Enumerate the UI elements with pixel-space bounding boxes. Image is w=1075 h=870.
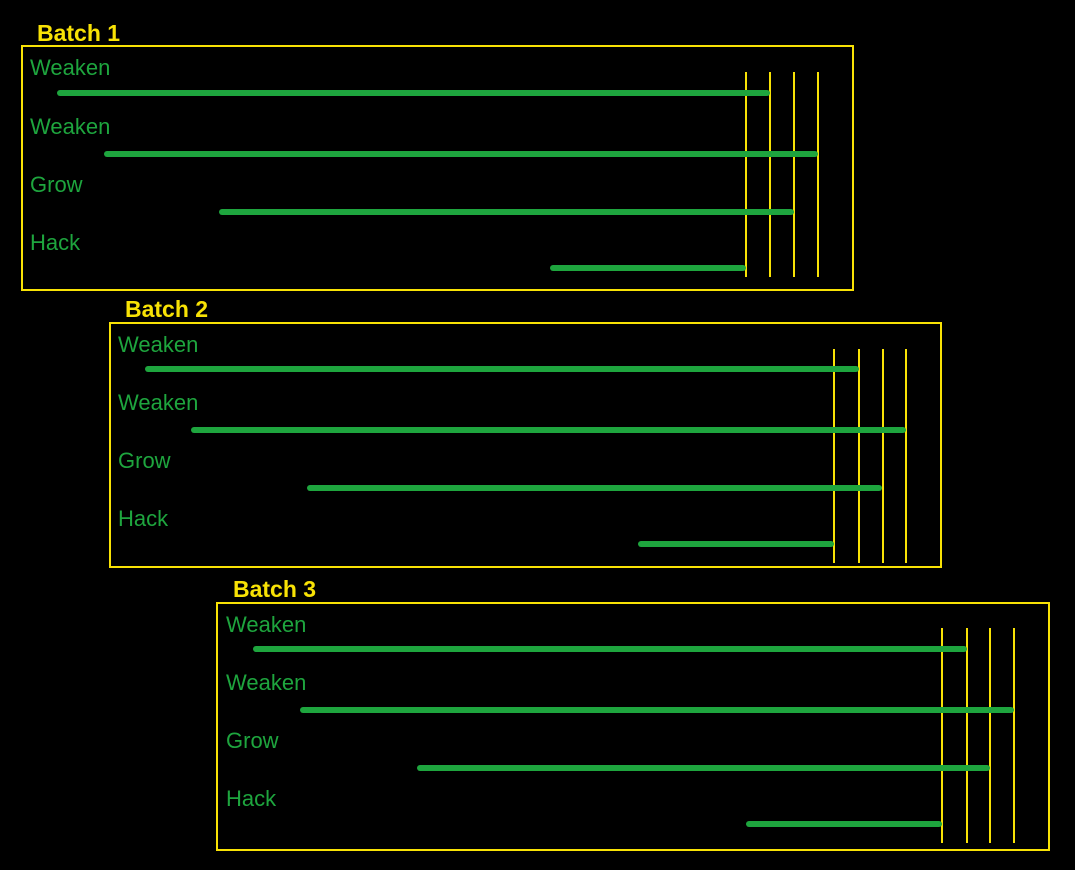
batch-1-row-3-label: Grow bbox=[30, 172, 83, 197]
batch-1-finish-line-1 bbox=[745, 72, 747, 277]
batch-2-row-4-label: Hack bbox=[118, 506, 169, 531]
batch-3-row-2-label: Weaken bbox=[226, 670, 307, 695]
batch-3-finish-line-2 bbox=[966, 628, 968, 843]
batch-3-box bbox=[216, 602, 1050, 851]
batch-1-row-2-bar bbox=[104, 151, 818, 157]
batch-3-row-1-bar bbox=[253, 646, 967, 652]
batch-3-row-4-label: Hack bbox=[226, 786, 277, 811]
batch-3-row-2-bar bbox=[300, 707, 1014, 713]
batch-3-finish-line-3 bbox=[989, 628, 991, 843]
batch-2-row-4-bar bbox=[638, 541, 834, 547]
batch-3-row-1-label: Weaken bbox=[226, 612, 307, 637]
batch-2-row-3-label: Grow bbox=[118, 448, 171, 473]
batch-2-row-2-label: Weaken bbox=[118, 390, 199, 415]
batch-1-row-2-label: Weaken bbox=[30, 114, 111, 139]
batch-2-row-3-bar bbox=[307, 485, 882, 491]
batch-3-title: Batch 3 bbox=[233, 576, 317, 602]
batch-2-finish-line-4 bbox=[905, 349, 907, 563]
batch-2-finish-line-3 bbox=[882, 349, 884, 563]
batch-3-row-3-label: Grow bbox=[226, 728, 279, 753]
batch-2-row-1-label: Weaken bbox=[118, 332, 199, 357]
batch-1-box bbox=[21, 45, 854, 291]
batch-1-row-4-bar bbox=[550, 265, 746, 271]
batch-1-title: Batch 1 bbox=[37, 20, 121, 46]
batch-3-finish-line-4 bbox=[1013, 628, 1015, 843]
batch-3-row-3-bar bbox=[417, 765, 990, 771]
batch-2-finish-line-2 bbox=[858, 349, 860, 563]
batch-1-row-1-bar bbox=[57, 90, 770, 96]
batch-1-finish-line-3 bbox=[793, 72, 795, 277]
batch-2-row-1-bar bbox=[145, 366, 859, 372]
batch-2-box bbox=[109, 322, 942, 568]
batch-1-row-1-label: Weaken bbox=[30, 55, 111, 80]
batch-1-finish-line-4 bbox=[817, 72, 819, 277]
batch-2-finish-line-1 bbox=[833, 349, 835, 563]
batch-3-finish-line-1 bbox=[941, 628, 943, 843]
batch-1-row-3-bar bbox=[219, 209, 794, 215]
batch-1-row-4-label: Hack bbox=[30, 230, 81, 255]
batch-2-title: Batch 2 bbox=[125, 296, 209, 322]
batch-2-row-2-bar bbox=[191, 427, 906, 433]
batch-3-row-4-bar bbox=[746, 821, 942, 827]
batch-1-finish-line-2 bbox=[769, 72, 771, 277]
